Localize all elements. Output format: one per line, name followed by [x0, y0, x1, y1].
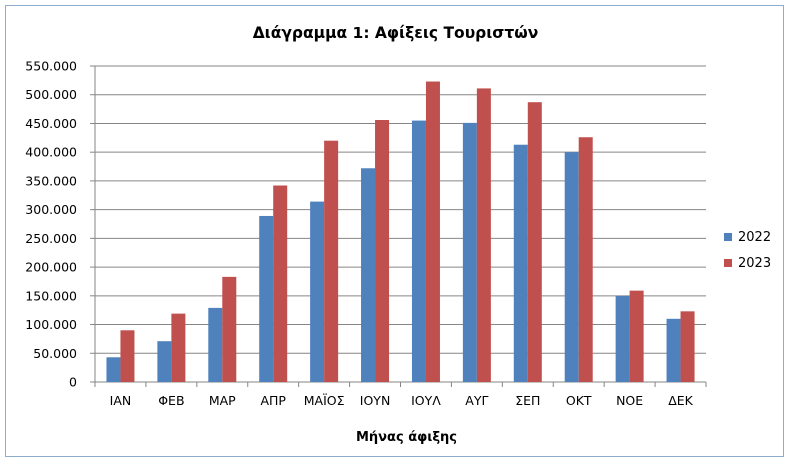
bar-2022-ΦΕΒ: [157, 341, 172, 382]
bar-2023-ΝΟΕ: [629, 290, 644, 382]
bar-2022-ΜΑΪΟΣ: [310, 201, 325, 382]
y-tick-label: 200.000: [25, 260, 77, 275]
bar-2022-ΙΑΝ: [106, 357, 121, 382]
bar-2023-ΟΚΤ: [578, 137, 593, 382]
bar-2023-ΙΟΥΛ: [425, 81, 440, 382]
bar-2022-ΙΟΥΝ: [361, 168, 376, 382]
x-tick-label: ΙΟΥΝ: [360, 393, 391, 408]
bar-2022-ΣΕΠ: [513, 144, 528, 382]
legend-item-2023: 2023: [724, 256, 771, 271]
y-tick-label: 150.000: [25, 288, 77, 303]
x-tick-label: ΙΟΥΛ: [411, 393, 441, 408]
bar-2022-ΑΠΡ: [259, 215, 274, 382]
y-tick-label: 400.000: [25, 145, 77, 160]
y-tick-label: 500.000: [25, 87, 77, 102]
x-tick-label: ΑΥΓ: [465, 393, 488, 408]
y-tick-label: 0: [69, 375, 77, 390]
x-tick-label: ΜΑΪΟΣ: [304, 393, 345, 408]
x-tick-label: ΜΑΡ: [209, 393, 236, 408]
y-tick-label: 300.000: [25, 202, 77, 217]
legend-swatch-2023: [724, 259, 732, 267]
legend-swatch-2022: [724, 233, 732, 241]
x-tick-label: ΑΠΡ: [260, 393, 286, 408]
bar-2023-ΔΕΚ: [680, 311, 695, 382]
y-tick-label: 350.000: [25, 173, 77, 188]
x-tick-label: ΣΕΠ: [515, 393, 540, 408]
bar-2022-ΟΚΤ: [564, 152, 579, 382]
bar-2023-ΣΕΠ: [527, 102, 542, 383]
bar-2022-ΜΑΡ: [208, 307, 223, 382]
x-tick-label: ΙΑΝ: [110, 393, 132, 408]
x-tick-label: ΟΚΤ: [566, 393, 592, 408]
bar-2022-ΔΕΚ: [666, 318, 681, 382]
y-tick-label: 550.000: [25, 59, 77, 74]
x-axis-label: Μήνας άφιξης: [355, 430, 458, 445]
y-tick-label: 450.000: [25, 116, 77, 131]
x-tick-label: ΔΕΚ: [668, 393, 693, 408]
bar-2022-ΑΥΓ: [462, 122, 477, 382]
bar-2022-ΝΟΕ: [615, 295, 630, 382]
legend-item-2022: 2022: [724, 230, 771, 245]
legend-label-2023: 2023: [738, 256, 772, 271]
chart-title: Διάγραμμα 1: Αφίξεις Τουριστών: [252, 24, 539, 42]
y-tick-label: 100.000: [25, 317, 77, 332]
bar-2023-ΜΑΡ: [222, 276, 237, 382]
bar-2023-ΙΟΥΝ: [375, 120, 390, 383]
bar-2023-ΜΑΪΟΣ: [324, 140, 339, 382]
y-tick-label: 50.000: [33, 346, 77, 361]
y-tick-label: 250.000: [25, 231, 77, 246]
x-tick-label: ΦΕΒ: [158, 393, 184, 408]
bar-2023-ΦΕΒ: [171, 313, 186, 382]
legend-label-2022: 2022: [738, 230, 772, 245]
bar-2022-ΙΟΥΛ: [411, 120, 426, 382]
bar-2023-ΑΠΡ: [273, 185, 288, 382]
x-tick-label: ΝΟΕ: [616, 393, 643, 408]
bar-2023-ΑΥΓ: [476, 88, 491, 382]
bar-2023-ΙΑΝ: [120, 330, 135, 382]
